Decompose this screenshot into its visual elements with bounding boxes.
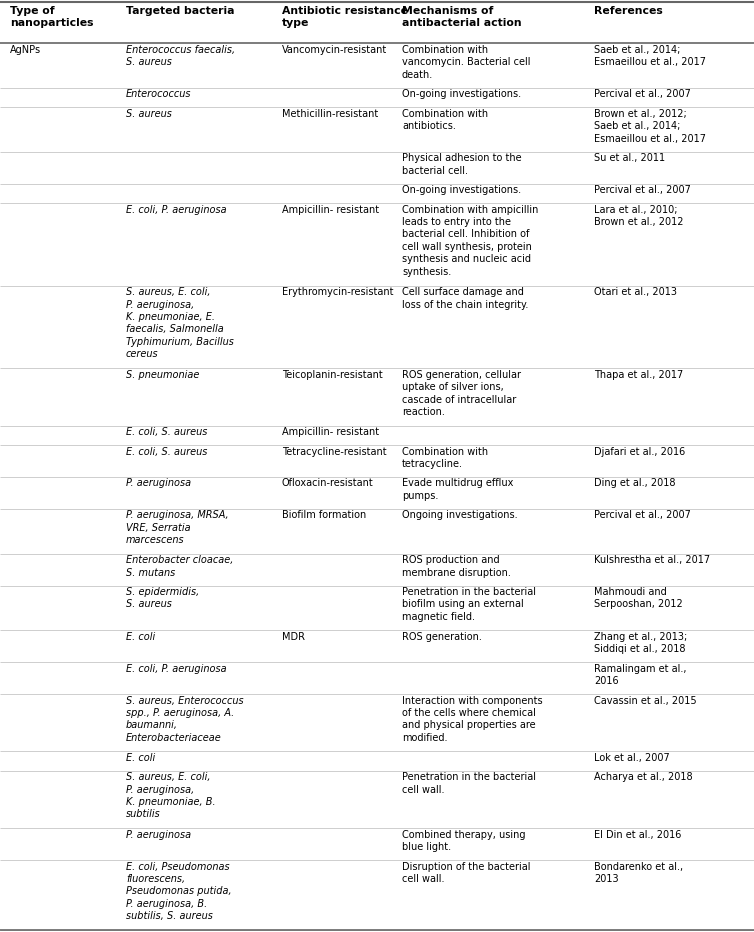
Text: Bondarenko et al.,
2013: Bondarenko et al., 2013 <box>594 861 683 884</box>
Text: Teicoplanin-resistant: Teicoplanin-resistant <box>282 370 383 380</box>
Text: Ofloxacin-resistant: Ofloxacin-resistant <box>282 478 374 488</box>
Text: Ampicillin- resistant: Ampicillin- resistant <box>282 205 379 214</box>
Text: S. aureus, E. coli,
P. aeruginosa,
K. pneumoniae, E.
faecalis, Salmonella
Typhim: S. aureus, E. coli, P. aeruginosa, K. pn… <box>126 287 234 360</box>
Text: Erythromycin-resistant: Erythromycin-resistant <box>282 287 394 297</box>
Text: Ongoing investigations.: Ongoing investigations. <box>402 511 518 520</box>
Text: Percival et al., 2007: Percival et al., 2007 <box>594 89 691 100</box>
Text: Type of
nanoparticles: Type of nanoparticles <box>10 6 93 28</box>
Text: S. aureus, Enterococcus
spp., P. aeruginosa, A.
baumanni,
Enterobacteriaceae: S. aureus, Enterococcus spp., P. aerugin… <box>126 695 244 743</box>
Text: E. coli: E. coli <box>126 753 155 763</box>
Text: ROS generation, cellular
uptake of silver ions,
cascade of intracellular
reactio: ROS generation, cellular uptake of silve… <box>402 370 521 418</box>
Text: Acharya et al., 2018: Acharya et al., 2018 <box>594 773 693 782</box>
Text: Cell surface damage and
loss of the chain integrity.: Cell surface damage and loss of the chai… <box>402 287 529 309</box>
Text: Otari et al., 2013: Otari et al., 2013 <box>594 287 677 297</box>
Text: Saeb et al., 2014;
Esmaeillou et al., 2017: Saeb et al., 2014; Esmaeillou et al., 20… <box>594 45 706 67</box>
Text: On-going investigations.: On-going investigations. <box>402 89 521 100</box>
Text: S. aureus: S. aureus <box>126 109 172 118</box>
Text: Enterococcus faecalis,
S. aureus: Enterococcus faecalis, S. aureus <box>126 45 235 67</box>
Text: Interaction with components
of the cells where chemical
and physical properties : Interaction with components of the cells… <box>402 695 543 743</box>
Text: ROS production and
membrane disruption.: ROS production and membrane disruption. <box>402 555 511 578</box>
Text: AgNPs: AgNPs <box>10 45 41 55</box>
Text: El Din et al., 2016: El Din et al., 2016 <box>594 829 682 840</box>
Text: MDR: MDR <box>282 632 305 642</box>
Text: Percival et al., 2007: Percival et al., 2007 <box>594 511 691 520</box>
Text: E. coli, P. aeruginosa: E. coli, P. aeruginosa <box>126 205 227 214</box>
Text: Vancomycin-resistant: Vancomycin-resistant <box>282 45 388 55</box>
Text: Enterobacter cloacae,
S. mutans: Enterobacter cloacae, S. mutans <box>126 555 234 578</box>
Text: Lok et al., 2007: Lok et al., 2007 <box>594 753 670 763</box>
Text: Biofilm formation: Biofilm formation <box>282 511 366 520</box>
Text: Cavassin et al., 2015: Cavassin et al., 2015 <box>594 695 697 706</box>
Text: Ding et al., 2018: Ding et al., 2018 <box>594 478 676 488</box>
Text: Zhang et al., 2013;
Siddiqi et al., 2018: Zhang et al., 2013; Siddiqi et al., 2018 <box>594 632 687 654</box>
Text: Djafari et al., 2016: Djafari et al., 2016 <box>594 446 685 457</box>
Text: Penetration in the bacterial
biofilm using an external
magnetic field.: Penetration in the bacterial biofilm usi… <box>402 587 536 622</box>
Text: On-going investigations.: On-going investigations. <box>402 185 521 196</box>
Text: E. coli, S. aureus: E. coli, S. aureus <box>126 427 207 437</box>
Text: Enterococcus: Enterococcus <box>126 89 192 100</box>
Text: Tetracycline-resistant: Tetracycline-resistant <box>282 446 387 457</box>
Text: Mahmoudi and
Serpooshan, 2012: Mahmoudi and Serpooshan, 2012 <box>594 587 683 610</box>
Text: S. epidermidis,
S. aureus: S. epidermidis, S. aureus <box>126 587 199 610</box>
Text: S. pneumoniae: S. pneumoniae <box>126 370 199 380</box>
Text: E. coli, Pseudomonas
fluorescens,
Pseudomonas putida,
P. aeruginosa, B.
subtilis: E. coli, Pseudomonas fluorescens, Pseudo… <box>126 861 231 921</box>
Text: Combination with
tetracycline.: Combination with tetracycline. <box>402 446 488 469</box>
Text: Physical adhesion to the
bacterial cell.: Physical adhesion to the bacterial cell. <box>402 154 522 176</box>
Text: Combination with
antibiotics.: Combination with antibiotics. <box>402 109 488 131</box>
Text: Su et al., 2011: Su et al., 2011 <box>594 154 665 163</box>
Text: ROS generation.: ROS generation. <box>402 632 482 642</box>
Text: Brown et al., 2012;
Saeb et al., 2014;
Esmaeillou et al., 2017: Brown et al., 2012; Saeb et al., 2014; E… <box>594 109 706 144</box>
Text: E. coli, P. aeruginosa: E. coli, P. aeruginosa <box>126 664 227 674</box>
Text: Evade multidrug efflux
pumps.: Evade multidrug efflux pumps. <box>402 478 513 500</box>
Text: Ampicillin- resistant: Ampicillin- resistant <box>282 427 379 437</box>
Text: E. coli, S. aureus: E. coli, S. aureus <box>126 446 207 457</box>
Text: Combination with ampicillin
leads to entry into the
bacterial cell. Inhibition o: Combination with ampicillin leads to ent… <box>402 205 538 277</box>
Text: Combined therapy, using
blue light.: Combined therapy, using blue light. <box>402 829 526 852</box>
Text: References: References <box>594 6 663 16</box>
Text: Percival et al., 2007: Percival et al., 2007 <box>594 185 691 196</box>
Text: Penetration in the bacterial
cell wall.: Penetration in the bacterial cell wall. <box>402 773 536 795</box>
Text: Kulshrestha et al., 2017: Kulshrestha et al., 2017 <box>594 555 710 565</box>
Text: Mechanisms of
antibacterial action: Mechanisms of antibacterial action <box>402 6 522 28</box>
Text: Targeted bacteria: Targeted bacteria <box>126 6 234 16</box>
Text: P. aeruginosa, MRSA,
VRE, Serratia
marcescens: P. aeruginosa, MRSA, VRE, Serratia marce… <box>126 511 228 545</box>
Text: S. aureus, E. coli,
P. aeruginosa,
K. pneumoniae, B.
subtilis: S. aureus, E. coli, P. aeruginosa, K. pn… <box>126 773 216 819</box>
Text: P. aeruginosa: P. aeruginosa <box>126 478 191 488</box>
Text: Ramalingam et al.,
2016: Ramalingam et al., 2016 <box>594 664 686 686</box>
Text: Antibiotic resistance
type: Antibiotic resistance type <box>282 6 408 28</box>
Text: Thapa et al., 2017: Thapa et al., 2017 <box>594 370 683 380</box>
Text: P. aeruginosa: P. aeruginosa <box>126 829 191 840</box>
Text: Disruption of the bacterial
cell wall.: Disruption of the bacterial cell wall. <box>402 861 531 884</box>
Text: Lara et al., 2010;
Brown et al., 2012: Lara et al., 2010; Brown et al., 2012 <box>594 205 683 227</box>
Text: Methicillin-resistant: Methicillin-resistant <box>282 109 379 118</box>
Text: Combination with
vancomycin. Bacterial cell
death.: Combination with vancomycin. Bacterial c… <box>402 45 531 79</box>
Text: E. coli: E. coli <box>126 632 155 642</box>
